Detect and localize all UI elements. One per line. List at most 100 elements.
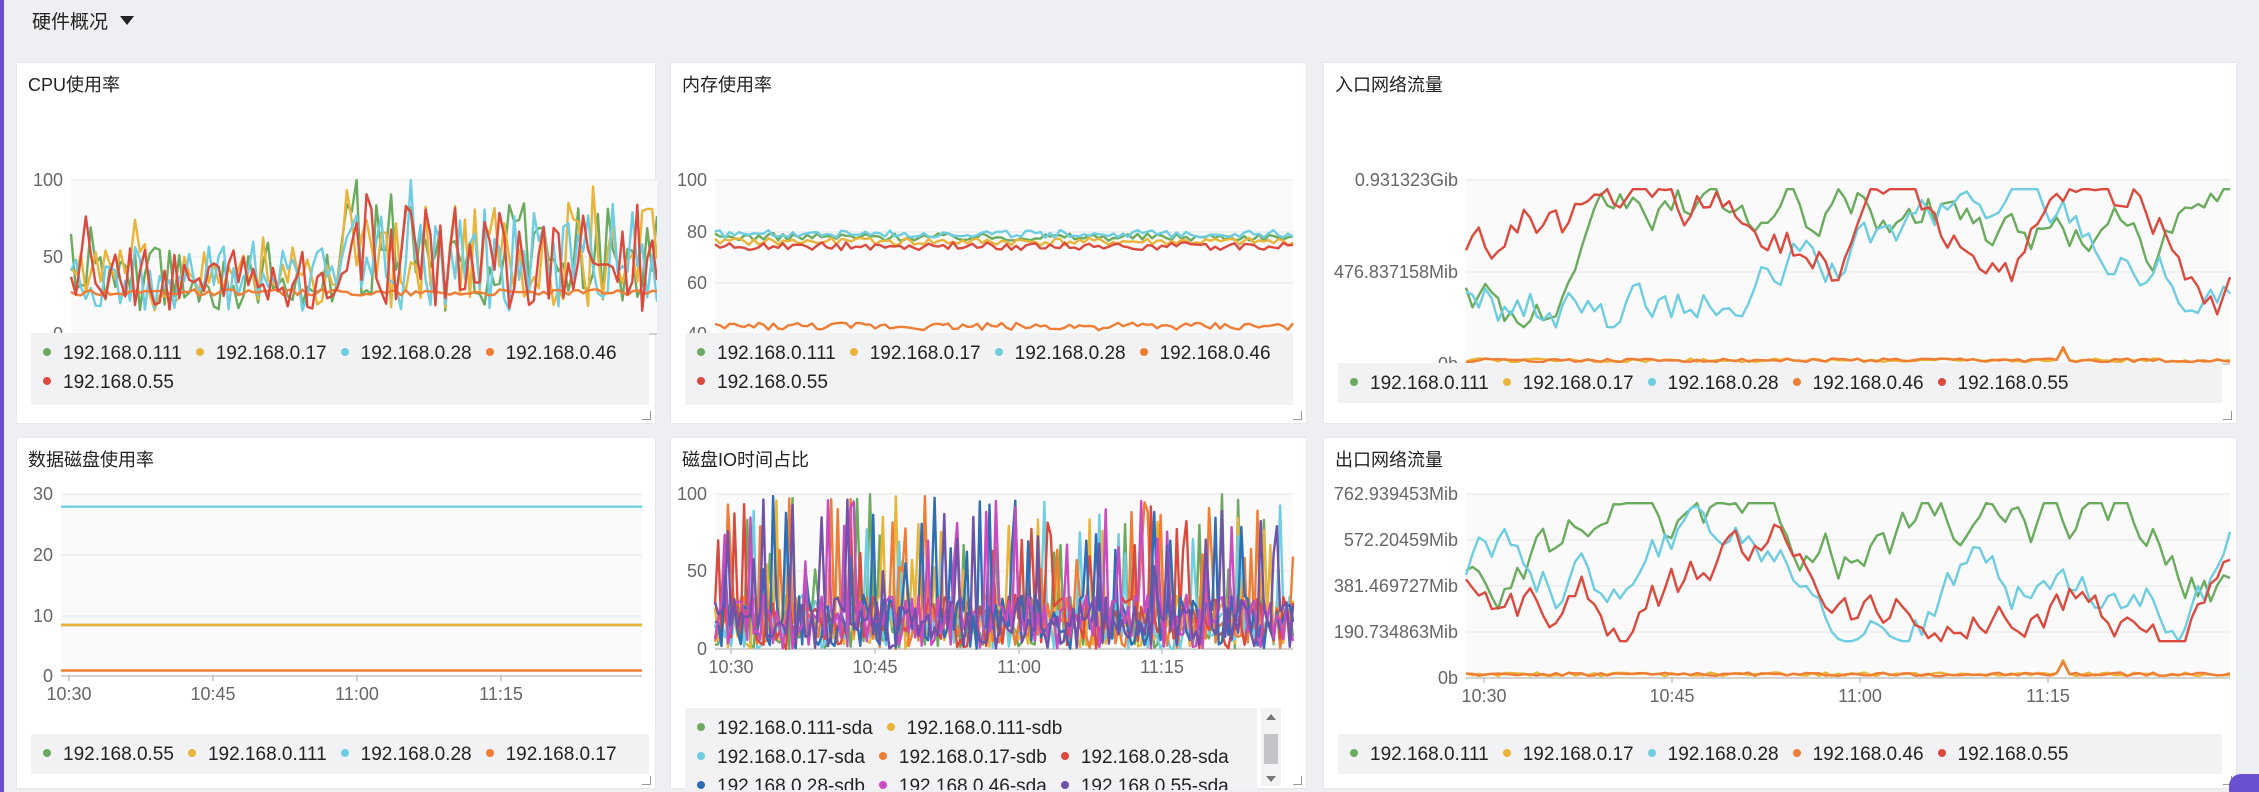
series-line-7[interactable] — [713, 498, 1295, 650]
y-tick-label: 100 — [677, 170, 707, 190]
resize-handle-icon[interactable] — [1293, 776, 1302, 785]
left-accent-bar — [0, 0, 4, 792]
y-tick-label: 0b — [1438, 668, 1458, 688]
chart-netout[interactable]: 762.939453Mib 572.20459Mib 381.469727Mib 19… — [1324, 438, 2238, 790]
series-line-2[interactable] — [1464, 505, 2232, 643]
series-line-0[interactable] — [69, 178, 657, 312]
legend-item[interactable]: 192.168.0.55-sda — [1060, 772, 1229, 790]
panel-disk: 数据磁盘使用率 30 20 10 0 10:30 10:45 11:00 11:15 192.16… — [16, 437, 656, 789]
legend-label: 192.168.0.17-sda — [717, 747, 865, 768]
legend-item[interactable]: 192.168.0.55 — [1937, 740, 2069, 769]
legend-label: 192.168.0.46 — [505, 343, 617, 364]
series-line-2[interactable] — [69, 178, 657, 312]
section-header[interactable]: 硬件概况 — [18, 0, 2248, 40]
x-tick-label: 10:45 — [852, 657, 897, 677]
legend-label: 192.168.0.28 — [1014, 343, 1126, 364]
legend-dot-icon — [1502, 377, 1511, 386]
legend: 192.168.0.55 192.168.0.111 192.168.0.28 192… — [31, 734, 649, 774]
series-line-2[interactable] — [1465, 187, 2231, 329]
legend-label: 192.168.0.17-sdb — [898, 747, 1047, 768]
legend-item[interactable]: 192.168.0.28 — [1647, 740, 1779, 769]
panel-netin: 入口网络流量0.931323Gib476.837158Mib0b10:3010:… — [1323, 62, 2237, 424]
legend-item[interactable]: 192.168.0.28 — [340, 339, 472, 368]
legend-dot-icon — [1060, 751, 1069, 760]
legend-item[interactable]: 192.168.0.17 — [1502, 369, 1634, 398]
legend-scrollbar[interactable] — [1261, 708, 1281, 786]
legend-item[interactable]: 192.168.0.55 — [697, 368, 828, 397]
chart-disk[interactable]: 30 20 10 010:30 10:45 11:00 11:15 — [17, 438, 657, 790]
legend-item[interactable]: 192.168.0.28 — [340, 740, 472, 769]
legend-item[interactable]: 192.168.0.28 — [1647, 369, 1779, 398]
legend-item[interactable]: 192.168.0.28-sdb — [697, 772, 865, 790]
legend-dot-icon — [886, 722, 895, 731]
legend-item[interactable]: 192.168.0.55 — [43, 368, 174, 397]
legend-item[interactable]: 192.168.0.17-sda — [697, 743, 865, 772]
resize-handle-icon[interactable] — [1293, 411, 1302, 420]
chevron-down-icon[interactable] — [120, 15, 135, 25]
legend-dot-icon — [994, 347, 1003, 356]
legend-item[interactable]: 192.168.0.111 — [1350, 740, 1489, 769]
legend-item[interactable]: 192.168.0.111-sdb — [886, 714, 1062, 743]
legend-label: 192.168.0.55 — [717, 372, 828, 393]
legend-label: 192.168.0.28 — [1667, 373, 1779, 394]
resize-handle-icon[interactable] — [642, 411, 651, 420]
legend-label: 192.168.0.111 — [1370, 744, 1489, 765]
legend-item[interactable]: 192.168.0.55 — [43, 740, 174, 769]
resize-handle-icon[interactable] — [2223, 411, 2232, 420]
series-line-4[interactable] — [69, 192, 657, 312]
legend-item[interactable]: 192.168.0.17-sdb — [878, 743, 1047, 772]
help-tab[interactable] — [2229, 774, 2259, 792]
series-line-3[interactable] — [714, 321, 1294, 332]
panel-title: CPU使用率 — [28, 75, 121, 95]
legend-item[interactable]: 192.168.0.46 — [485, 339, 617, 368]
series-line-4[interactable] — [714, 241, 1294, 252]
legend-dot-icon — [1502, 748, 1511, 757]
legend-item[interactable]: 192.168.0.111 — [43, 339, 182, 368]
legend-item[interactable]: 192.168.0.55 — [1937, 369, 2069, 398]
legend-item[interactable]: 192.168.0.17 — [485, 740, 617, 769]
y-tick-label: 572.20459Mib — [1344, 530, 1458, 550]
series-line-0[interactable] — [1464, 187, 2230, 329]
legend-item[interactable]: 192.168.0.111 — [187, 740, 327, 769]
legend-item[interactable]: 192.168.0.28-sda — [1060, 743, 1229, 772]
legend-item[interactable]: 192.168.0.17 — [1502, 740, 1634, 769]
legend-item[interactable]: 192.168.0.111 — [1350, 369, 1489, 398]
series-line-3[interactable] — [1465, 660, 2231, 678]
legend-item[interactable]: 192.168.0.46 — [1139, 339, 1271, 368]
legend-dot-icon — [1060, 780, 1069, 789]
series-line-4[interactable] — [1464, 187, 2232, 316]
scroll-thumb[interactable] — [1264, 734, 1278, 764]
legend-item[interactable]: 192.168.0.46-sda — [878, 772, 1047, 790]
scroll-up-icon[interactable] — [1266, 714, 1276, 720]
series-line-1[interactable] — [714, 236, 1294, 247]
series-line-3[interactable] — [1465, 346, 2231, 364]
legend-label: 192.168.0.17 — [505, 744, 617, 765]
y-tick-label: 0 — [697, 639, 707, 659]
legend-item[interactable]: 192.168.0.111 — [697, 339, 836, 368]
x-tick-label: 10:30 — [46, 684, 91, 704]
legend-item[interactable]: 192.168.0.46 — [1792, 740, 1924, 769]
legend-item[interactable]: 192.168.0.46 — [1792, 369, 1924, 398]
series-line-0[interactable] — [1465, 501, 2231, 610]
series-line-4[interactable] — [1465, 523, 2231, 643]
section-title: 硬件概况 — [32, 11, 109, 33]
x-tick-label: 10:30 — [1461, 686, 1506, 706]
legend-item[interactable]: 192.168.0.17 — [849, 339, 981, 368]
legend-item[interactable]: 192.168.0.17 — [195, 339, 327, 368]
legend-item[interactable]: 192.168.0.111-sda — [697, 714, 873, 743]
chart-io[interactable]: 100 50 010:30 10:45 11:00 11:15 — [671, 438, 1308, 790]
legend-item[interactable]: 192.168.0.28 — [994, 339, 1126, 368]
scroll-down-icon[interactable] — [1266, 776, 1276, 782]
legend-label: 192.168.0.28 — [360, 343, 472, 364]
y-tick-label: 0 — [43, 666, 53, 686]
legend-label: 192.168.0.28-sdb — [717, 776, 865, 790]
legend-label: 192.168.0.46 — [1812, 373, 1924, 394]
panel-netout: 出口网络流量 762.939453Mib 572.20459Mib 381.46972… — [1323, 437, 2237, 789]
series-line-5[interactable] — [714, 494, 1295, 650]
legend-dot-icon — [1647, 377, 1656, 386]
series-line-2[interactable] — [714, 228, 1294, 239]
panel-mem: 内存使用率10080604010:3010:4511:0011:15192.16… — [670, 62, 1307, 424]
legend-label: 192.168.0.46-sda — [898, 776, 1047, 790]
resize-handle-icon[interactable] — [642, 776, 651, 785]
